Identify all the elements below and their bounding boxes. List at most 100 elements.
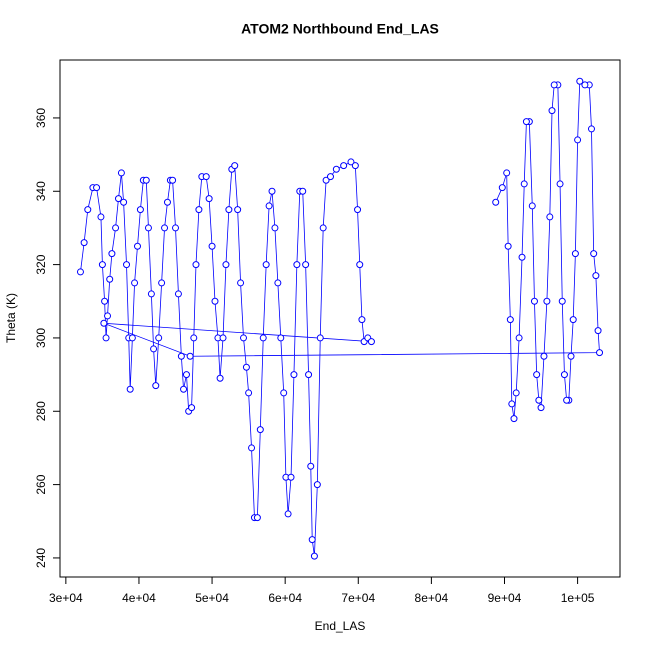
x-tick-label: 9e+04 (488, 591, 522, 605)
data-point (108, 250, 116, 258)
data-point (123, 261, 131, 269)
data-point (268, 187, 276, 195)
data-point (358, 316, 366, 324)
data-point (195, 206, 203, 214)
data-point (101, 297, 109, 305)
data-point (144, 224, 152, 232)
data-point (581, 81, 589, 89)
data-point (106, 275, 114, 283)
y-tick-label: 280 (34, 401, 48, 421)
data-point (150, 345, 158, 353)
data-point (504, 242, 512, 250)
data-point (503, 169, 511, 177)
data-point (265, 202, 273, 210)
data-point (313, 481, 321, 489)
data-point (515, 334, 523, 342)
data-point (522, 118, 530, 126)
data-point (316, 334, 324, 342)
x-tick-label: 3e+04 (49, 591, 83, 605)
data-point (571, 250, 579, 258)
chart-title: ATOM2 Northbound End_LAS (241, 21, 439, 37)
data-point (576, 77, 584, 85)
data-point (219, 334, 227, 342)
data-point (98, 261, 106, 269)
data-point (537, 404, 545, 412)
data-point (351, 162, 359, 170)
data-point (161, 224, 169, 232)
data-point (302, 261, 310, 269)
data-point (180, 385, 188, 393)
x-tick-label: 4e+04 (122, 591, 156, 605)
data-point (546, 213, 554, 221)
data-point (535, 396, 543, 404)
data-point (104, 312, 112, 320)
data-point (152, 382, 160, 390)
data-point (569, 316, 577, 324)
data-point (492, 198, 500, 206)
y-tick-label: 320 (34, 254, 48, 274)
data-point (596, 349, 604, 357)
data-point (326, 173, 334, 181)
data-point (587, 125, 595, 133)
data-point (205, 195, 213, 203)
x-tick-label: 5e+04 (195, 591, 229, 605)
data-point (256, 426, 264, 434)
data-point (259, 334, 267, 342)
x-tick-label: 8e+04 (415, 591, 449, 605)
data-point (332, 165, 340, 173)
x-tick-label: 1e+05 (561, 591, 595, 605)
data-point (556, 180, 564, 188)
data-point (284, 510, 292, 518)
data-line (80, 80, 600, 557)
data-point (147, 290, 155, 298)
data-point (356, 261, 364, 269)
data-point (310, 552, 318, 560)
data-point (188, 404, 196, 412)
data-point (136, 206, 144, 214)
data-point (211, 297, 219, 305)
data-point (222, 261, 230, 269)
data-point (262, 261, 270, 269)
y-tick-label: 360 (34, 108, 48, 128)
y-tick-label: 340 (34, 181, 48, 201)
data-point (528, 202, 536, 210)
data-point (231, 162, 239, 170)
data-point (242, 363, 250, 371)
data-point (506, 316, 514, 324)
data-point (340, 162, 348, 170)
y-axis-label: Theta (K) (4, 293, 18, 343)
x-tick-label: 6e+04 (268, 591, 302, 605)
data-point (186, 352, 194, 360)
data-point (84, 206, 92, 214)
data-point (558, 297, 566, 305)
data-point (133, 242, 141, 250)
data-point (277, 334, 285, 342)
data-point (128, 334, 136, 342)
plot-frame (59, 59, 621, 578)
data-point (592, 272, 600, 280)
data-point (182, 371, 190, 379)
data-point (234, 206, 242, 214)
data-point (93, 184, 101, 192)
data-point (80, 239, 88, 247)
data-point (347, 158, 355, 166)
data-point (192, 261, 200, 269)
data-point (567, 352, 575, 360)
data-point (117, 169, 125, 177)
data-point (225, 206, 233, 214)
data-point (245, 389, 253, 397)
data-point (299, 187, 307, 195)
data-point (590, 250, 598, 258)
data-point (190, 334, 198, 342)
data-point (114, 195, 122, 203)
x-tick-label: 7e+04 (341, 591, 375, 605)
data-point (172, 224, 180, 232)
data-point (563, 396, 571, 404)
data-point (158, 279, 166, 287)
data-point (208, 242, 216, 250)
data-point (102, 334, 110, 342)
data-point (574, 136, 582, 144)
data-point (319, 224, 327, 232)
data-point (280, 389, 288, 397)
data-point (271, 224, 279, 232)
